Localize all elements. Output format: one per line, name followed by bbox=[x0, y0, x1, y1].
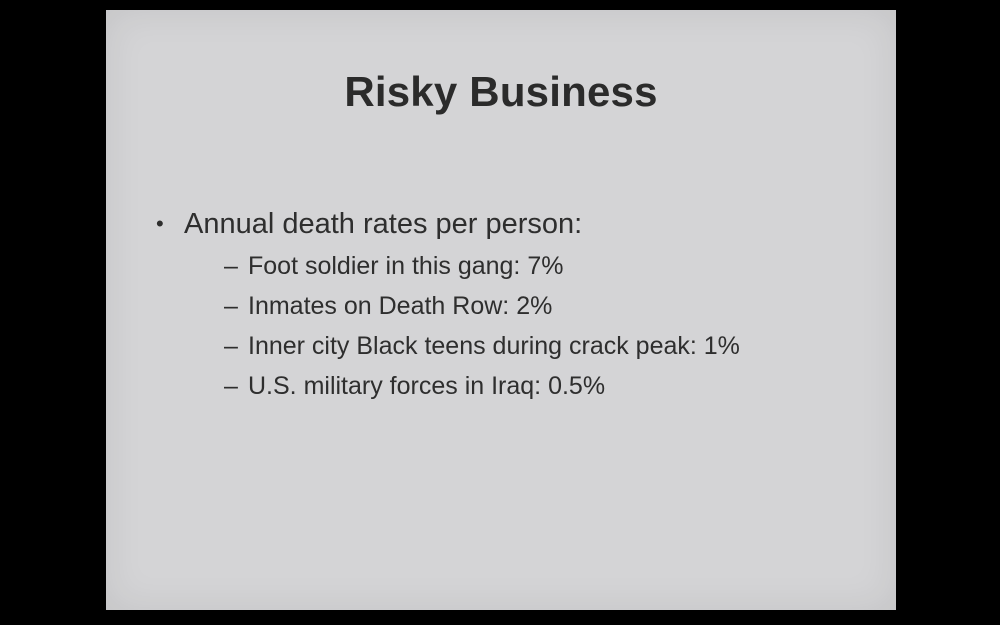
presentation-slide: Risky Business • Annual death rates per … bbox=[106, 10, 896, 610]
sub-bullet-text: Inner city Black teens during crack peak… bbox=[248, 332, 740, 360]
sub-bullet-marker: – bbox=[224, 252, 238, 280]
sub-bullet-marker: – bbox=[224, 332, 238, 360]
slide-title: Risky Business bbox=[344, 68, 658, 115]
sub-bullet-text: Inmates on Death Row: 2% bbox=[248, 292, 553, 320]
sub-bullet-text: Foot soldier in this gang: 7% bbox=[248, 252, 564, 280]
bullet-list: • Annual death rates per person: – Foot … bbox=[154, 206, 874, 406]
sub-bullet-marker: – bbox=[224, 292, 238, 320]
sub-bullet-item: – U.S. military forces in Iraq: 0.5% bbox=[184, 366, 874, 406]
bullet-marker: • bbox=[156, 211, 164, 236]
bullet-text: Annual death rates per person: bbox=[184, 208, 583, 240]
bullet-item: • Annual death rates per person: – Foot … bbox=[154, 206, 874, 406]
sub-bullet-list: – Foot soldier in this gang: 7% – Inmate… bbox=[184, 246, 874, 406]
sub-bullet-text: U.S. military forces in Iraq: 0.5% bbox=[248, 372, 606, 400]
sub-bullet-item: – Foot soldier in this gang: 7% bbox=[184, 246, 874, 286]
sub-bullet-item: – Inmates on Death Row: 2% bbox=[184, 286, 874, 326]
sub-bullet-item: – Inner city Black teens during crack pe… bbox=[184, 326, 874, 366]
sub-bullet-marker: – bbox=[224, 372, 238, 400]
